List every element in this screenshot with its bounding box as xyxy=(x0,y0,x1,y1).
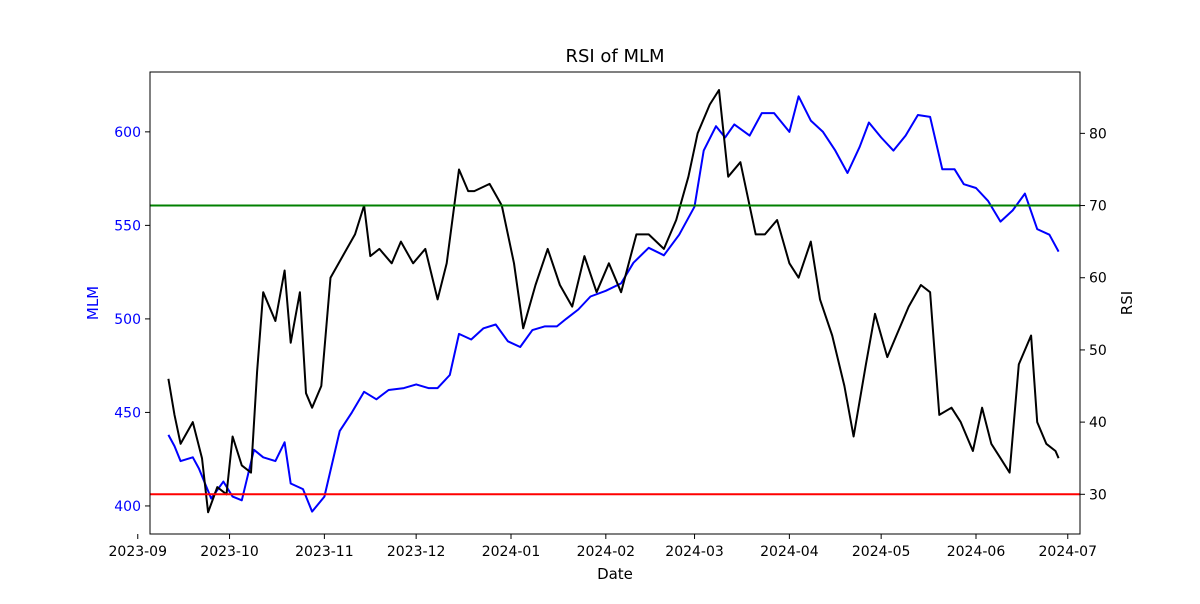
y-right-tick-label: 70 xyxy=(1089,199,1107,215)
y-right-tick-label: 50 xyxy=(1089,343,1107,359)
plot-frame xyxy=(149,71,1081,535)
axes: 2023-09 2023-10 2023-11 2023-12 2024-01 2024-… xyxy=(109,125,1107,560)
y-right-tick-label: 30 xyxy=(1089,487,1107,503)
series-line-mlm xyxy=(167,95,1060,513)
y-right-tick-label: 80 xyxy=(1089,126,1107,142)
y-right-tick-label: 40 xyxy=(1089,415,1107,431)
x-tick-label: 2023-09 xyxy=(109,544,168,560)
series-line-rsi xyxy=(167,89,1060,514)
x-tick-label: 2023-12 xyxy=(387,544,446,560)
y-left-tick-label: 600 xyxy=(114,125,141,141)
x-tick-label: 2024-04 xyxy=(760,544,819,560)
chart-title: RSI of MLM xyxy=(565,46,664,67)
x-tick-label: 2024-07 xyxy=(1039,544,1098,560)
y-left-tick-label: 450 xyxy=(114,405,141,421)
x-tick-label: 2024-03 xyxy=(665,544,724,560)
y-left-tick-label: 500 xyxy=(114,312,141,328)
x-tick-label: 2024-06 xyxy=(947,544,1006,560)
y-axis-label-left: MLM xyxy=(84,286,102,320)
x-tick-label: 2024-05 xyxy=(852,544,911,560)
y-axis-label-right: RSI xyxy=(1118,291,1136,315)
x-tick-label: 2023-10 xyxy=(200,544,259,560)
x-axis-label: Date xyxy=(597,565,633,583)
x-tick-label: 2024-01 xyxy=(482,544,541,560)
y-left-tick-label: 550 xyxy=(114,218,141,234)
x-tick-label: 2023-11 xyxy=(295,544,354,560)
plot-area xyxy=(150,89,1080,514)
x-tick-label: 2024-02 xyxy=(577,544,636,560)
y-left-tick-label: 400 xyxy=(114,499,141,515)
y-right-tick-label: 60 xyxy=(1089,271,1107,287)
